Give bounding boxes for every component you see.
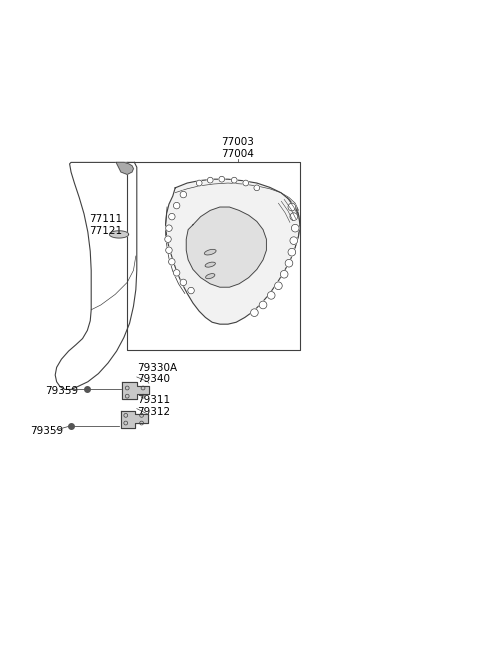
- Circle shape: [166, 225, 172, 232]
- Text: 77111
77121: 77111 77121: [89, 214, 122, 236]
- Polygon shape: [121, 411, 148, 428]
- Circle shape: [254, 185, 260, 191]
- Circle shape: [196, 180, 202, 186]
- Polygon shape: [166, 179, 300, 324]
- Circle shape: [288, 249, 296, 256]
- Polygon shape: [55, 163, 137, 390]
- Circle shape: [267, 291, 275, 299]
- Circle shape: [180, 279, 187, 285]
- Circle shape: [165, 236, 171, 243]
- Circle shape: [290, 213, 298, 220]
- Text: 79330A
79340: 79330A 79340: [137, 363, 177, 384]
- Circle shape: [280, 270, 288, 278]
- Ellipse shape: [205, 274, 215, 279]
- Text: 79359: 79359: [46, 386, 79, 396]
- Circle shape: [288, 203, 296, 211]
- Circle shape: [207, 177, 213, 183]
- Circle shape: [173, 202, 180, 209]
- Ellipse shape: [205, 262, 216, 267]
- Circle shape: [231, 177, 237, 183]
- Circle shape: [180, 192, 187, 198]
- Polygon shape: [122, 382, 149, 399]
- Circle shape: [188, 287, 194, 294]
- Circle shape: [275, 282, 282, 289]
- Circle shape: [166, 247, 172, 253]
- Circle shape: [168, 213, 175, 220]
- Circle shape: [168, 258, 175, 265]
- Circle shape: [259, 301, 267, 309]
- Text: 79359: 79359: [30, 426, 63, 436]
- Circle shape: [219, 176, 225, 182]
- Ellipse shape: [204, 249, 216, 255]
- Polygon shape: [186, 207, 266, 287]
- Circle shape: [291, 224, 299, 232]
- Circle shape: [173, 270, 180, 276]
- Circle shape: [285, 259, 293, 267]
- Circle shape: [251, 309, 258, 316]
- Circle shape: [290, 237, 298, 245]
- Text: 77003
77004: 77003 77004: [221, 138, 254, 159]
- Polygon shape: [116, 163, 133, 174]
- Polygon shape: [109, 231, 129, 238]
- Text: 79311
79312: 79311 79312: [137, 395, 170, 417]
- Circle shape: [243, 180, 249, 186]
